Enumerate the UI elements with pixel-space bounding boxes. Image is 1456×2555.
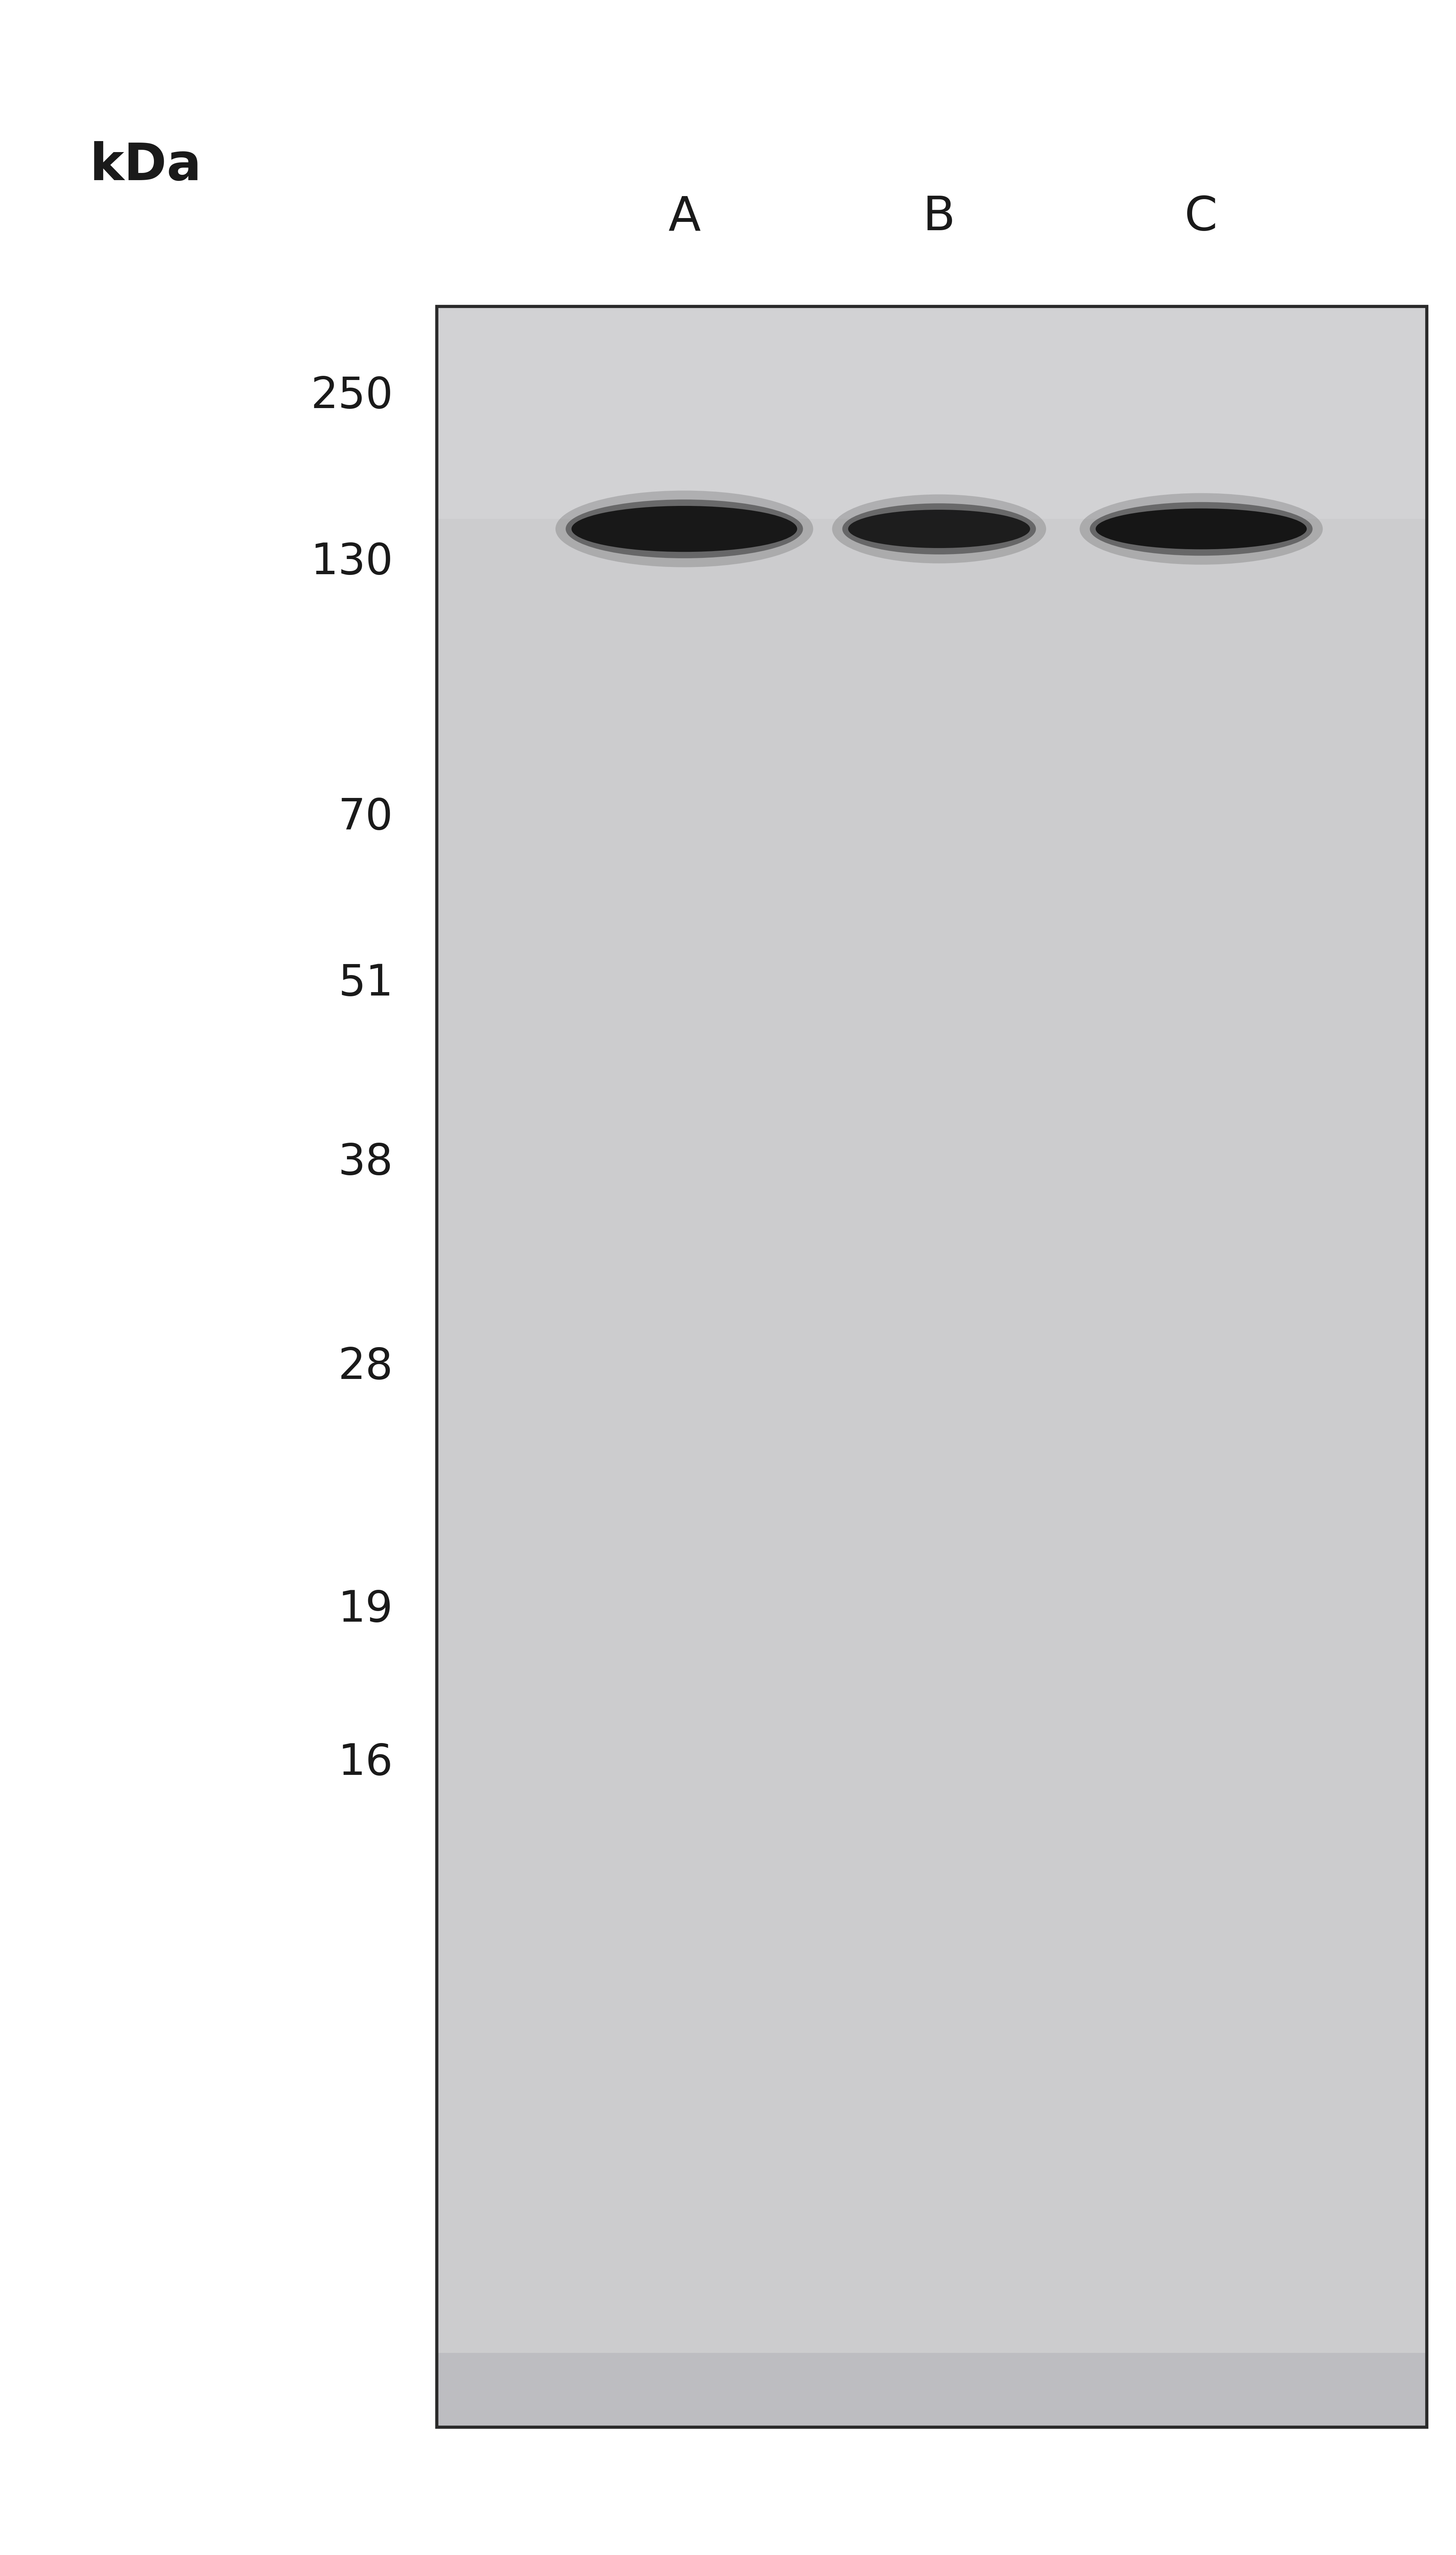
Text: C: C (1185, 194, 1217, 240)
Ellipse shape (1095, 508, 1307, 549)
Ellipse shape (847, 511, 1031, 549)
Text: kDa: kDa (90, 141, 201, 192)
Ellipse shape (556, 491, 812, 567)
Bar (437, 307, 1427, 2427)
Ellipse shape (833, 496, 1045, 565)
Text: 130: 130 (310, 542, 393, 583)
Bar (437, 307, 1427, 519)
Text: 19: 19 (338, 1589, 393, 1630)
Ellipse shape (842, 503, 1037, 554)
Ellipse shape (571, 506, 798, 552)
Text: 250: 250 (310, 376, 393, 416)
Text: 70: 70 (338, 797, 393, 838)
Bar (437, 2353, 1427, 2427)
Text: A: A (668, 194, 700, 240)
Text: 38: 38 (338, 1142, 393, 1183)
Ellipse shape (565, 501, 804, 560)
Text: 28: 28 (338, 1346, 393, 1387)
Ellipse shape (1080, 493, 1322, 565)
Text: 51: 51 (338, 963, 393, 1004)
Text: 16: 16 (338, 1743, 393, 1783)
Bar (437, 307, 1427, 2427)
Text: B: B (923, 194, 955, 240)
Ellipse shape (1089, 501, 1313, 557)
